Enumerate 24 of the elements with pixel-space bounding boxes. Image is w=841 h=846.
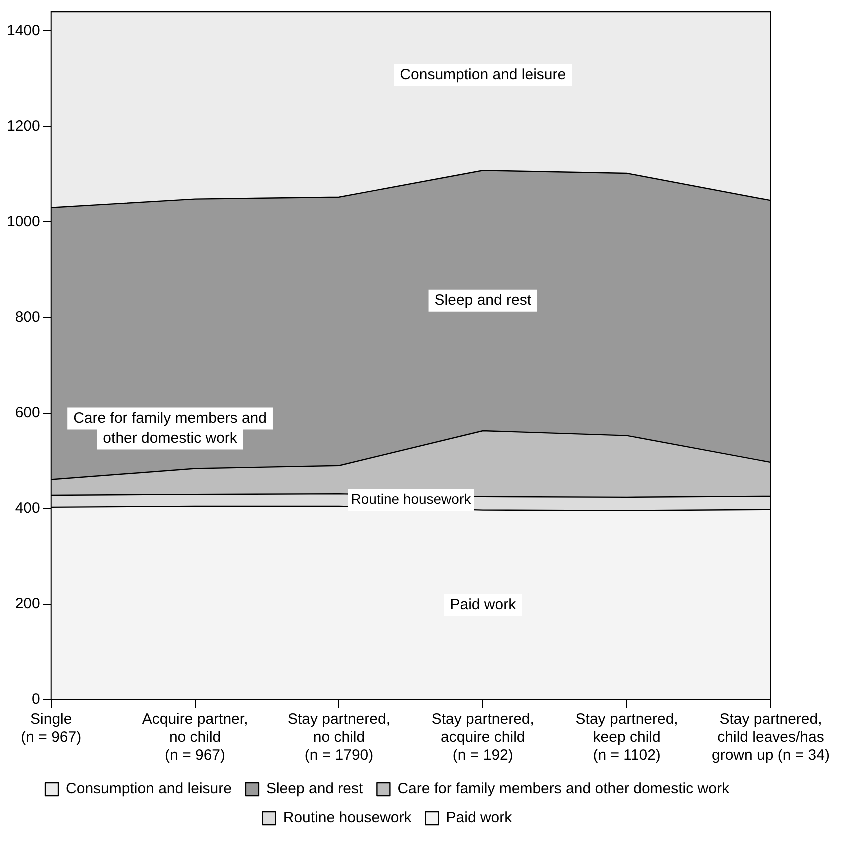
text: Routine housework [351, 491, 472, 508]
y-tick-label: 600 [15, 404, 40, 422]
y-tick-label: 1000 [6, 213, 40, 230]
legend-label: Routine housework [283, 810, 412, 827]
text: Consumption and leisure [400, 66, 566, 84]
text: Sleep and rest [434, 292, 532, 309]
x-tick-label: Stay partnered, no child (n = 1790) [288, 711, 391, 764]
legend-label: Paid work [446, 810, 513, 827]
x-tick-label: Acquire partner, no child (n = 967) [142, 711, 248, 764]
legend-label: Consumption and leisure [66, 780, 232, 798]
legend-label: Care for family members and other domestic work [398, 780, 730, 798]
x-tick-label: Single (n = 967) [21, 711, 82, 746]
text: Paid work [450, 596, 516, 614]
x-tick-label: Stay partnered, acquire child (n = 192) [432, 711, 534, 764]
x-tick-label: Stay partnered, child leaves/has grown up (n = 34) [712, 711, 830, 764]
y-tick-label: 200 [15, 596, 40, 613]
text: Care for family members and other domestic work [74, 410, 267, 447]
y-tick-label: 1200 [6, 118, 40, 135]
x-tick-label: Stay partnered, keep child (n = 1102) [576, 711, 678, 764]
y-tick-label: 400 [15, 500, 40, 518]
y-tick-label: 1400 [6, 22, 40, 40]
y-tick-label: 800 [15, 308, 40, 326]
legend-label: Sleep and rest [266, 780, 364, 798]
y-tick-label: 0 [32, 691, 40, 708]
